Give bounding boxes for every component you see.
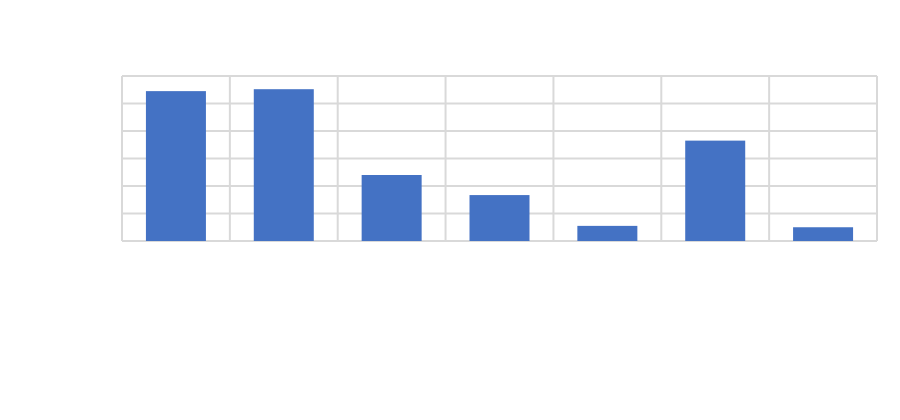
bar <box>577 225 638 241</box>
bar <box>793 227 854 241</box>
bar-layer <box>145 89 854 241</box>
bar <box>253 89 314 241</box>
bar <box>145 91 206 241</box>
bar <box>361 175 422 241</box>
grid-layer <box>121 75 878 242</box>
bar <box>685 140 746 241</box>
bar <box>469 195 530 241</box>
